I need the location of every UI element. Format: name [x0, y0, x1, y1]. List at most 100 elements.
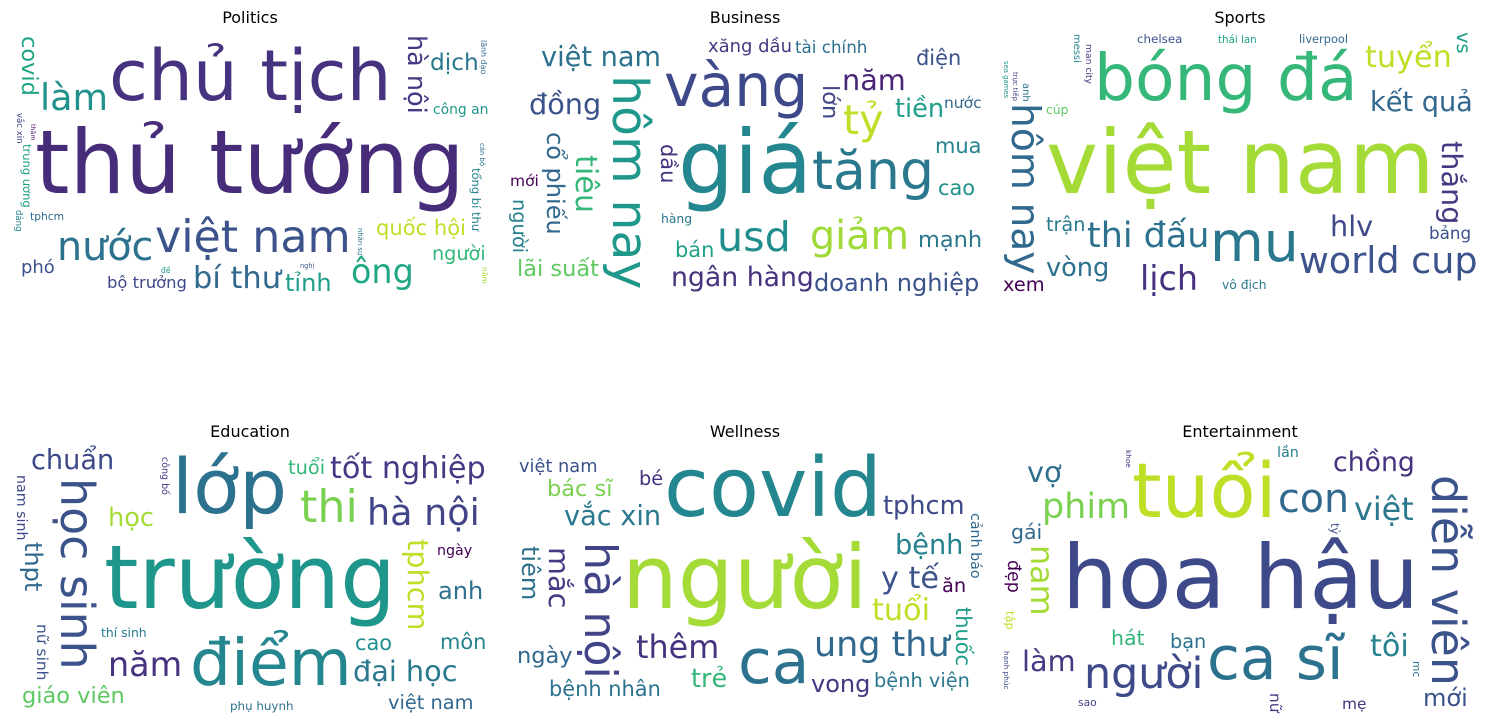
cloud-word: dầu — [655, 144, 680, 184]
cloud-word: tiền — [895, 94, 945, 124]
cloud-word: tổng bí thư — [469, 168, 484, 232]
wordcloud: giá vàng tăng hôm nay usd tỷ giảm ngân hàng tiêu… — [505, 30, 985, 300]
cloud-word: tỷ — [843, 96, 884, 144]
cloud-word: chủ tịch — [109, 34, 392, 117]
cloud-word: cao — [355, 631, 393, 655]
cloud-word: tphcm — [401, 539, 436, 631]
cloud-word: nam sinh — [12, 475, 29, 541]
cloud-word: giáo viên — [22, 683, 125, 709]
cloud-word: hoa hậu — [1062, 526, 1419, 629]
cloud-word: môn — [440, 630, 487, 654]
cloud-word: người — [508, 199, 532, 254]
cloud-word: bóng đá — [1094, 41, 1358, 116]
cloud-word: người — [622, 526, 868, 629]
cloud-word: ca — [738, 627, 810, 698]
cloud-word: học sinh — [50, 478, 105, 670]
cloud-word: mới — [1423, 684, 1468, 712]
cloud-word: bé — [639, 467, 664, 490]
wordcloud: việt nam bóng đá mu hôm nay world cup thi đấu… — [1000, 30, 1480, 300]
cloud-word: bán — [675, 238, 715, 262]
cloud-word: nước — [57, 224, 154, 270]
cloud-word: phó — [21, 257, 55, 278]
cloud-word: bệnh — [895, 530, 964, 561]
wordcloud: thủ tướng chủ tịch việt nam quốc hội nước bí … — [10, 30, 490, 300]
cloud-word: messi — [1071, 34, 1083, 63]
cloud-word: chồng — [1333, 447, 1415, 478]
cloud-word: mu — [1210, 211, 1299, 275]
cloud-word: việt nam — [519, 456, 598, 477]
cloud-word: mạnh — [918, 227, 983, 253]
cloud-word: phim — [1042, 487, 1131, 527]
cloud-word: world cup — [1299, 239, 1478, 282]
cloud-word: đồng — [529, 87, 602, 121]
cloud-word: hà nội — [367, 491, 480, 534]
cloud-word: vợ — [1027, 455, 1062, 489]
cloud-word: tuổi — [1132, 447, 1277, 535]
cloud-word: bảng — [1429, 223, 1472, 243]
cloud-word: hát — [1111, 626, 1145, 650]
cloud-word: covid — [15, 36, 42, 96]
panel-title: Education — [210, 422, 290, 441]
wordcloud-panel: Entertainment hoa hậu tuổi ca sĩ diễn viên ng… — [1000, 422, 1480, 716]
wordcloud: trường lớp điểm học sinh thi hà nội năm tốt ngh… — [10, 444, 490, 716]
cloud-word: hà nội — [573, 542, 625, 679]
cloud-word: khoe — [1123, 450, 1133, 468]
cloud-word: chuẩn — [31, 445, 115, 476]
cloud-word: thuốc — [950, 607, 975, 666]
cloud-word: lớn — [816, 85, 843, 120]
cloud-word: trường — [104, 526, 396, 629]
cloud-word: tiêu — [567, 155, 603, 214]
cloud-word: việt nam — [155, 212, 351, 263]
cloud-word: y tế — [881, 561, 940, 596]
cloud-word: tăng — [812, 139, 935, 202]
cloud-word: ngân hàng — [671, 262, 814, 293]
cloud-word: vs — [1452, 32, 1476, 54]
cloud-word: bí thư — [193, 261, 282, 296]
cloud-word: giảm — [810, 213, 910, 259]
cloud-word: phụ huynh — [230, 699, 294, 713]
cloud-word: dịch — [430, 49, 479, 76]
wordcloud-panel: Wellness người covid ca hà nội ung thư thêm y t… — [505, 422, 985, 716]
cloud-word: thái lan — [1218, 34, 1257, 46]
cloud-word: điểm — [190, 626, 352, 701]
cloud-word: thủ tướng — [35, 111, 465, 214]
cloud-word: giá — [678, 111, 813, 214]
wordcloud: hoa hậu tuổi ca sĩ diễn viên người con phim chồ… — [1000, 444, 1480, 716]
cloud-word: gái — [1011, 520, 1043, 544]
cloud-word: hàng — [661, 211, 693, 226]
cloud-word: trung ương — [20, 144, 35, 208]
cloud-word: cúp — [1046, 102, 1069, 117]
cloud-word: bác sĩ — [547, 476, 613, 502]
cloud-word: cao — [938, 176, 976, 200]
cloud-word: việt nam — [541, 42, 661, 73]
panel-title: Wellness — [709, 422, 781, 441]
cloud-word: ông — [351, 252, 414, 291]
cloud-word: cổ phiếu — [541, 132, 570, 235]
cloud-word: tuyển — [1365, 40, 1452, 75]
cloud-word: tphcm — [30, 210, 65, 223]
cloud-word: chelsea — [1137, 32, 1183, 46]
cloud-word: bạn — [1170, 630, 1207, 653]
cloud-word: thi — [300, 482, 358, 533]
cloud-word: đại học — [353, 654, 458, 688]
cloud-word: hôm nay — [1002, 103, 1048, 275]
panel-title: Entertainment — [1182, 422, 1298, 441]
cloud-word: xem — [1003, 273, 1045, 296]
cloud-word: công bố — [158, 457, 170, 495]
cloud-word: mẹ — [1342, 695, 1367, 713]
cloud-word: nữ sinh — [33, 624, 52, 681]
wordcloud-panel: Education trường lớp điểm học sinh thi hà nội n… — [10, 422, 490, 716]
cloud-word: doanh nghiệp — [814, 269, 980, 297]
wordcloud-panel: Politics thủ tướng chủ tịch việt nam quốc hộ… — [10, 8, 490, 300]
cloud-word: việt nam — [1046, 111, 1435, 214]
cloud-word: usd — [717, 213, 791, 261]
cloud-word: người — [1084, 649, 1204, 699]
cloud-word: hôm nay — [601, 75, 659, 290]
cloud-word: thắng — [1435, 141, 1470, 225]
cloud-word: ngày — [517, 643, 573, 669]
cloud-word: vô địch — [1222, 278, 1267, 292]
cloud-word: thí sinh — [101, 625, 147, 640]
cloud-word: thpt — [19, 542, 48, 592]
cloud-word: hạnh phúc — [1001, 651, 1011, 690]
cloud-word: liverpool — [1299, 32, 1349, 46]
